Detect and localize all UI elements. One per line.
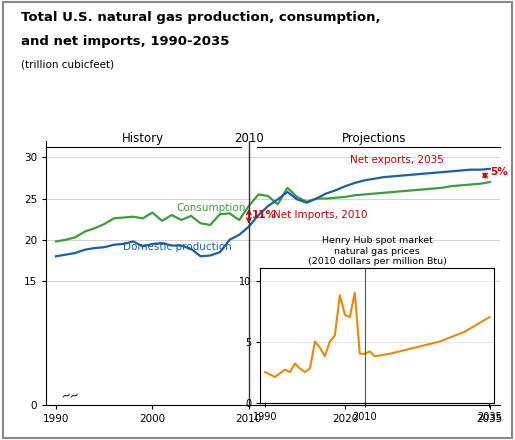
Text: ~: ~	[67, 388, 82, 403]
Text: History: History	[122, 132, 164, 145]
Text: 5%: 5%	[490, 168, 508, 177]
Text: Total U.S. natural gas production, consumption,: Total U.S. natural gas production, consu…	[21, 11, 380, 24]
Text: Net exports, 2035: Net exports, 2035	[350, 155, 444, 165]
Text: Consumption: Consumption	[177, 203, 246, 213]
Text: (trillion cubicfeet): (trillion cubicfeet)	[21, 59, 114, 70]
Text: 11%: 11%	[252, 209, 277, 220]
Text: and net imports, 1990-2035: and net imports, 1990-2035	[21, 35, 229, 48]
Title: Henry Hub spot market
natural gas prices
(2010 dollars per million Btu): Henry Hub spot market natural gas prices…	[308, 236, 447, 266]
Text: Projections: Projections	[342, 132, 406, 145]
Text: ~: ~	[59, 388, 73, 403]
Text: 2010: 2010	[234, 132, 264, 145]
Text: Net Imports, 2010: Net Imports, 2010	[273, 209, 367, 220]
Text: Domestic production: Domestic production	[124, 242, 232, 252]
